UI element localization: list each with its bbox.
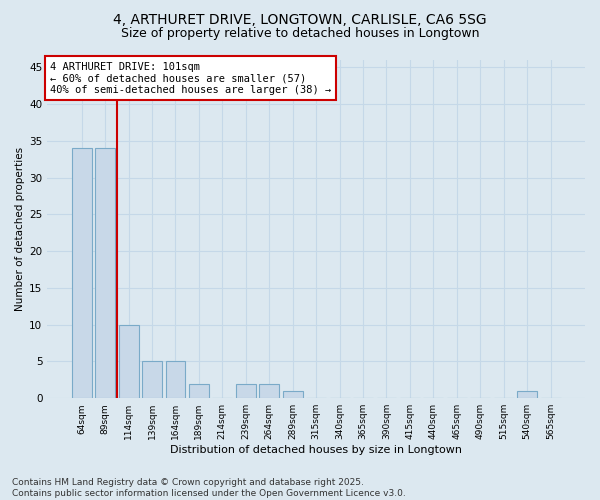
Bar <box>95 148 115 398</box>
Text: Size of property relative to detached houses in Longtown: Size of property relative to detached ho… <box>121 28 479 40</box>
Bar <box>236 384 256 398</box>
Bar <box>166 362 185 398</box>
Text: 4, ARTHURET DRIVE, LONGTOWN, CARLISLE, CA6 5SG: 4, ARTHURET DRIVE, LONGTOWN, CARLISLE, C… <box>113 12 487 26</box>
Bar <box>119 324 139 398</box>
Bar <box>283 391 302 398</box>
X-axis label: Distribution of detached houses by size in Longtown: Distribution of detached houses by size … <box>170 445 462 455</box>
Y-axis label: Number of detached properties: Number of detached properties <box>15 147 25 311</box>
Text: 4 ARTHURET DRIVE: 101sqm
← 60% of detached houses are smaller (57)
40% of semi-d: 4 ARTHURET DRIVE: 101sqm ← 60% of detach… <box>50 62 331 95</box>
Bar <box>517 391 537 398</box>
Text: Contains HM Land Registry data © Crown copyright and database right 2025.
Contai: Contains HM Land Registry data © Crown c… <box>12 478 406 498</box>
Bar <box>189 384 209 398</box>
Bar <box>259 384 279 398</box>
Bar <box>72 148 92 398</box>
Bar <box>142 362 162 398</box>
